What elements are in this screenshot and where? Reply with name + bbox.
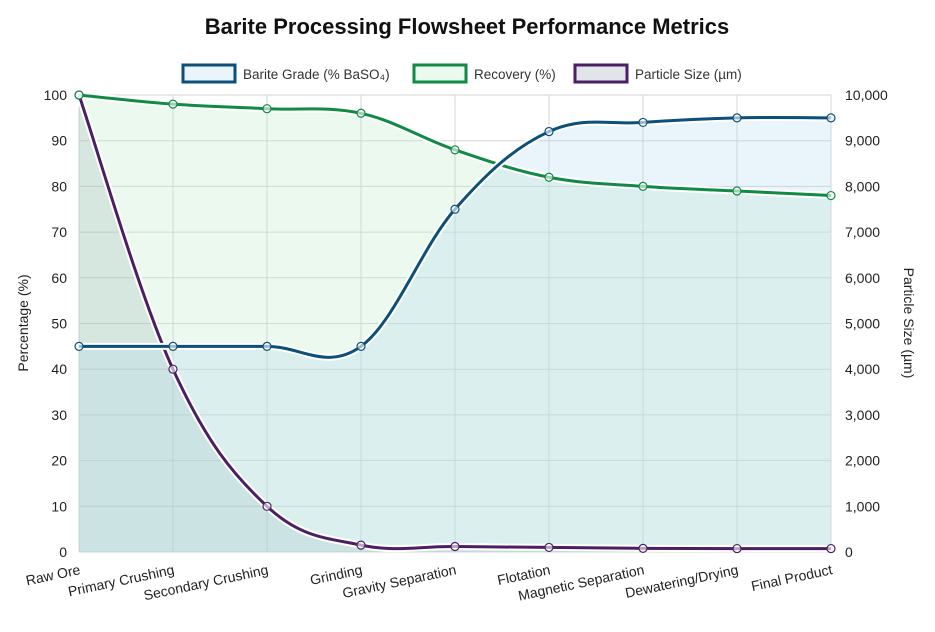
data-point[interactable] <box>356 108 366 118</box>
y-left-tick-label: 50 <box>51 316 67 332</box>
data-point[interactable] <box>544 126 554 137</box>
series-points <box>74 90 836 554</box>
y-right-tick-label: 5,000 <box>845 316 880 332</box>
y-left-tick-label: 40 <box>51 361 67 377</box>
series-area-0 <box>79 117 831 552</box>
data-point[interactable] <box>544 542 554 553</box>
data-point[interactable] <box>168 364 178 374</box>
y-left-tick-label: 80 <box>51 178 67 194</box>
y-right-tick-label: 9,000 <box>845 133 880 149</box>
y-right-tick-label: 7,000 <box>845 224 880 240</box>
y-left-tick-label: 0 <box>59 544 67 560</box>
data-point[interactable] <box>356 341 366 351</box>
data-point[interactable] <box>262 104 272 114</box>
y-right-tick-label: 10,000 <box>845 87 888 103</box>
chart-title: Barite Processing Flowsheet Performance … <box>205 14 730 39</box>
y-axis-right-title: Particle Size (µm) <box>901 268 917 379</box>
series-lines <box>75 91 832 553</box>
data-point[interactable] <box>168 99 178 109</box>
data-point[interactable] <box>168 341 178 351</box>
data-point[interactable] <box>544 172 554 182</box>
y-right-tick-label: 8,000 <box>845 178 880 194</box>
y-left-tick-label: 60 <box>51 270 67 286</box>
legend-swatch <box>181 63 237 84</box>
y-right-tick-label: 2,000 <box>845 453 880 469</box>
data-point[interactable] <box>356 540 366 550</box>
series-area-1 <box>79 95 831 552</box>
data-point[interactable] <box>638 117 648 128</box>
legend-label: Recovery (%) <box>474 67 556 82</box>
data-point[interactable] <box>74 341 84 351</box>
y-left-tick-label: 100 <box>44 87 68 103</box>
data-point[interactable] <box>74 90 84 100</box>
legend-swatch <box>412 63 468 84</box>
data-point[interactable] <box>638 543 648 553</box>
y-right-tick-label: 4,000 <box>845 361 880 377</box>
data-point[interactable] <box>450 541 460 552</box>
y-left-tick-label: 70 <box>51 224 67 240</box>
y-right-tick-label: 0 <box>845 544 853 560</box>
data-point[interactable] <box>262 501 272 511</box>
y-left-tick-label: 20 <box>51 453 67 469</box>
data-point[interactable] <box>262 341 272 351</box>
data-point[interactable] <box>638 181 648 191</box>
series-fills <box>79 95 831 552</box>
legend-item-0[interactable]: Barite Grade (% BaSO₄) <box>181 63 390 84</box>
data-point[interactable] <box>732 543 742 554</box>
data-point[interactable] <box>826 190 836 201</box>
legend-item-2[interactable]: Particle Size (µm) <box>573 63 742 84</box>
data-point[interactable] <box>732 113 742 123</box>
data-point[interactable] <box>450 204 460 214</box>
x-tick-label: Final Product <box>750 561 834 594</box>
legend-label: Particle Size (µm) <box>635 67 742 82</box>
y-axis-left-title: Percentage (%) <box>15 274 31 371</box>
data-point[interactable] <box>732 186 742 196</box>
y-left-tick-label: 10 <box>51 498 67 514</box>
grid <box>78 94 832 553</box>
legend-swatch <box>573 63 629 84</box>
legend: Barite Grade (% BaSO₄) Recovery (%) Partic… <box>181 63 742 84</box>
data-point[interactable] <box>450 145 460 155</box>
y-right-tick-label: 1,000 <box>845 498 880 514</box>
series-line-2 <box>77 94 832 551</box>
y-left-tick-label: 30 <box>51 407 67 423</box>
series-area-2 <box>79 95 831 552</box>
y-left-tick-label: 90 <box>51 133 67 149</box>
series-line-0 <box>79 115 832 359</box>
y-right-tick-label: 6,000 <box>845 270 880 286</box>
legend-item-1[interactable]: Recovery (%) <box>412 63 556 84</box>
y-right-tick-label: 3,000 <box>845 407 880 423</box>
legend-label: Barite Grade (% BaSO₄) <box>243 67 390 82</box>
data-point[interactable] <box>826 113 836 123</box>
data-point[interactable] <box>826 543 836 554</box>
